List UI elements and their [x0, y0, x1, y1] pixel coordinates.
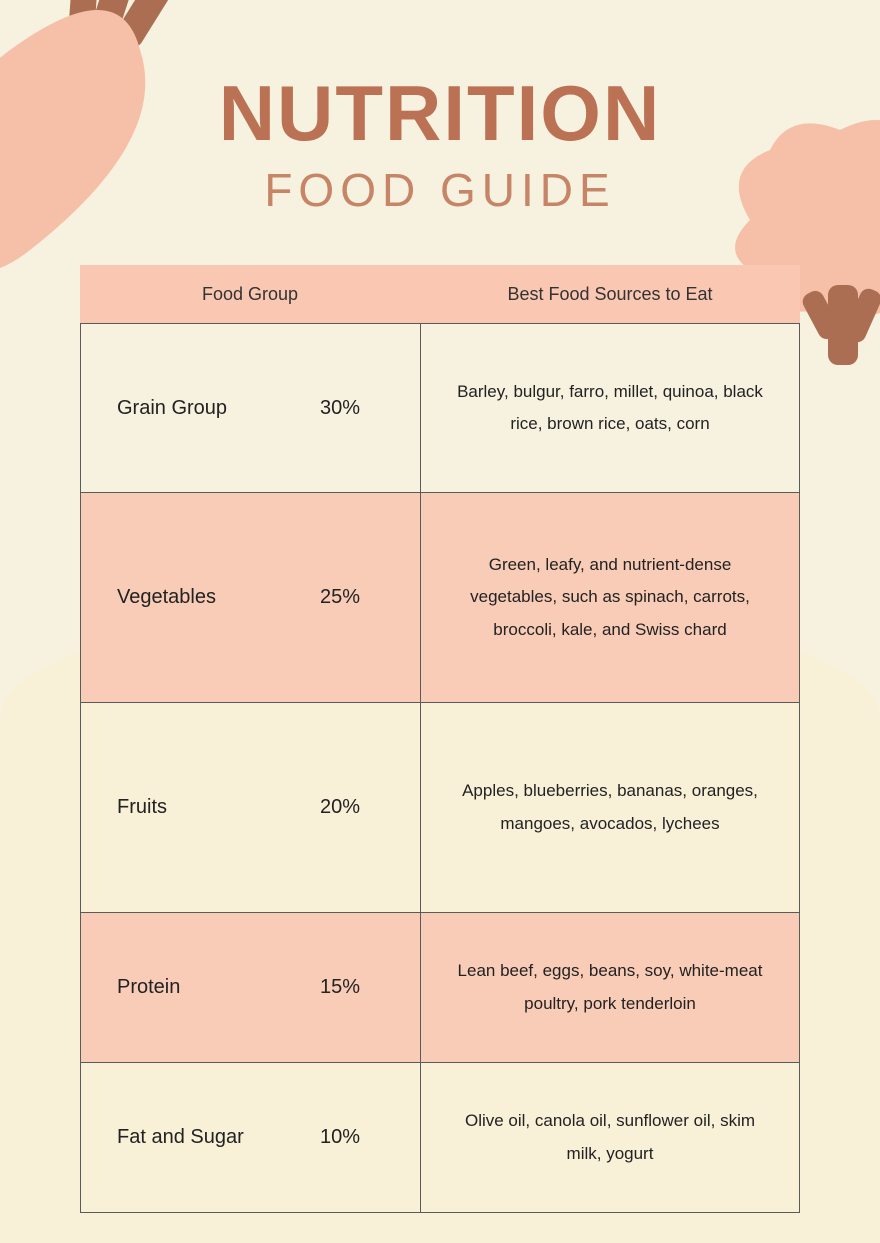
table-row: Fruits20%Apples, blueberries, bananas, o…: [80, 703, 800, 913]
cell-food-group: Fat and Sugar10%: [81, 1063, 421, 1212]
food-group-percent: 10%: [320, 1126, 400, 1149]
food-group-label: Grain Group: [117, 397, 320, 420]
column-header-sources: Best Food Sources to Eat: [420, 284, 800, 305]
table-row: Protein15%Lean beef, eggs, beans, soy, w…: [80, 913, 800, 1063]
page-title: NUTRITION: [0, 68, 880, 159]
food-group-percent: 20%: [320, 796, 400, 819]
cell-sources: Lean beef, eggs, beans, soy, white-meat …: [421, 913, 799, 1062]
cell-sources: Apples, blueberries, bananas, oranges, m…: [421, 703, 799, 912]
food-group-label: Vegetables: [117, 586, 320, 609]
food-group-label: Fat and Sugar: [117, 1126, 320, 1149]
cell-sources: Olive oil, canola oil, sunflower oil, sk…: [421, 1063, 799, 1212]
cell-food-group: Vegetables25%: [81, 493, 421, 702]
cell-food-group: Grain Group30%: [81, 324, 421, 492]
food-group-percent: 30%: [320, 397, 400, 420]
column-header-food-group: Food Group: [80, 284, 420, 305]
cell-sources: Green, leafy, and nutrient-dense vegetab…: [421, 493, 799, 702]
table-header: Food Group Best Food Sources to Eat: [80, 265, 800, 323]
page-subtitle: FOOD GUIDE: [0, 163, 880, 217]
nutrition-table: Food Group Best Food Sources to Eat Grai…: [80, 265, 800, 1213]
table-row: Grain Group30%Barley, bulgur, farro, mil…: [80, 323, 800, 493]
food-group-percent: 15%: [320, 976, 400, 999]
table-row: Vegetables25%Green, leafy, and nutrient-…: [80, 493, 800, 703]
food-group-label: Protein: [117, 976, 320, 999]
cell-food-group: Fruits20%: [81, 703, 421, 912]
cell-sources: Barley, bulgur, farro, millet, quinoa, b…: [421, 324, 799, 492]
table-row: Fat and Sugar10%Olive oil, canola oil, s…: [80, 1063, 800, 1213]
cell-food-group: Protein15%: [81, 913, 421, 1062]
header: NUTRITION FOOD GUIDE: [0, 0, 880, 217]
food-group-label: Fruits: [117, 796, 320, 819]
food-group-percent: 25%: [320, 586, 400, 609]
